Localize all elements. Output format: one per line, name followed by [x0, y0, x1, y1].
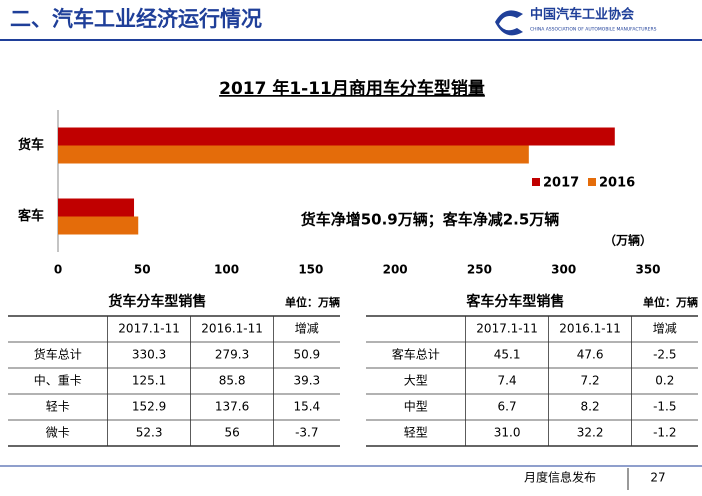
table-cell: 客车总计 [392, 347, 440, 362]
legend-label: 2016 [599, 176, 635, 191]
bar [58, 145, 529, 164]
table-cell: -3.7 [295, 426, 318, 440]
table-title: 货车分车型销售 [107, 293, 206, 310]
table-header: 2017.1-11 [476, 322, 538, 336]
x-tick-label: 150 [298, 263, 323, 277]
table-cell: 15.4 [293, 400, 320, 414]
x-tick-label: 200 [383, 263, 408, 277]
x-tick-label: 50 [134, 263, 151, 277]
table-cell: 轻卡 [46, 400, 70, 414]
legend-label: 2017 [543, 176, 579, 191]
x-tick-label: 250 [467, 263, 492, 277]
table-cell: 微卡 [46, 426, 70, 440]
table-cell: 大型 [404, 374, 428, 388]
table-cell: 85.8 [219, 374, 246, 388]
table-header: 2017.1-11 [118, 322, 180, 336]
bar [58, 216, 139, 235]
table-cell: 137.6 [215, 400, 249, 414]
chart-title: 2017 年1-11月商用车分车型销量 [219, 78, 485, 99]
table-header: 2016.1-11 [559, 322, 621, 336]
table-cell: 52.3 [136, 426, 163, 440]
table-cell: 中、重卡 [34, 373, 82, 388]
table-cell: 45.1 [494, 348, 521, 362]
unit-label: （万辆） [604, 233, 652, 248]
x-tick-label: 0 [54, 263, 62, 277]
table-cell: 货车总计 [34, 347, 82, 362]
x-tick-label: 300 [551, 263, 576, 277]
table-header: 增减 [295, 322, 319, 336]
header-title: 二、汽车工业经济运行情况 [10, 7, 262, 31]
bar [58, 198, 135, 217]
bar [58, 127, 615, 146]
table-cell: 279.3 [215, 348, 249, 362]
page-number: 27 [650, 471, 665, 485]
y-tick-label: 货车 [18, 137, 44, 153]
logo-sub: CHINA ASSOCIATION OF AUTOMOBILE MANUFACT… [530, 27, 657, 33]
footer-label: 月度信息发布 [524, 470, 596, 485]
table-cell: 125.1 [132, 374, 166, 388]
table-cell: 7.2 [581, 374, 600, 388]
table-cell: 47.6 [577, 348, 604, 362]
annotation: 货车净增50.9万辆；客车净减2.5万辆 [301, 211, 560, 229]
logo-name: 中国汽车工业协会 [530, 7, 635, 23]
table-cell: 32.2 [577, 426, 604, 440]
y-tick-label: 客车 [18, 208, 44, 224]
table-cell: -1.5 [653, 400, 676, 414]
table-cell: 7.4 [498, 374, 517, 388]
legend-swatch [588, 178, 596, 186]
table-header: 增减 [653, 322, 677, 336]
table-unit: 单位：万辆 [285, 295, 340, 309]
x-tick-label: 350 [635, 263, 660, 277]
table-cell: 中型 [404, 399, 428, 414]
table-cell: 152.9 [132, 400, 166, 414]
table-cell: 8.2 [581, 400, 600, 414]
table-cell: 6.7 [498, 400, 517, 414]
logo-icon [495, 10, 523, 36]
table-title: 客车分车型销售 [465, 293, 564, 310]
x-tick-label: 100 [214, 263, 239, 277]
table-cell: -1.2 [653, 426, 676, 440]
table-cell: 50.9 [293, 348, 320, 362]
table-cell: 39.3 [293, 374, 320, 388]
table-cell: 0.2 [655, 374, 674, 388]
table-unit: 单位：万辆 [643, 295, 698, 309]
table-cell: -2.5 [653, 348, 676, 362]
table-cell: 31.0 [494, 426, 521, 440]
table-header: 2016.1-11 [201, 322, 263, 336]
table-cell: 轻型 [404, 426, 428, 440]
table-cell: 330.3 [132, 348, 166, 362]
legend-swatch [532, 178, 540, 186]
table-cell: 56 [224, 426, 239, 440]
